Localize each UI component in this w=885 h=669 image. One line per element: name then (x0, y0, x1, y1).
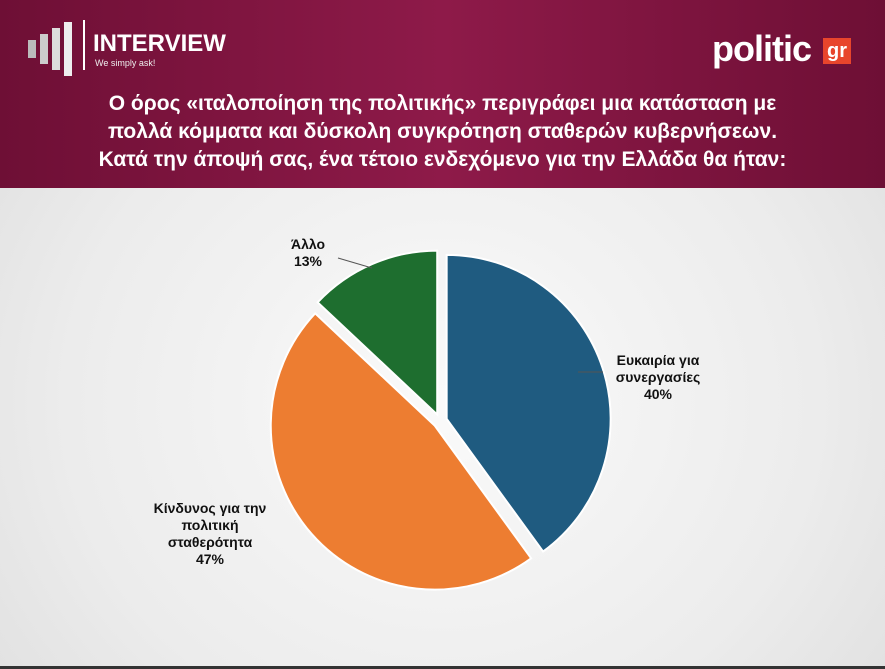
slice-label: Κίνδυνος για την πολιτική σταθερότητα (153, 500, 267, 550)
title-line: Ο όρος «ιταλοποίηση της πολιτικής» περιγ… (108, 92, 777, 115)
title-line: πολλά κόμματα και δύσκολη συγκρότηση στα… (107, 120, 778, 143)
pie-slice (445, 253, 612, 553)
slice-label: Ευκαιρία για συνεργασίες (615, 352, 701, 385)
slice-label: Άλλο (290, 236, 326, 252)
title-line: Κατά την άποψή σας, ένα τέτοιο ενδεχόμεν… (98, 148, 787, 171)
brand-badge: gr (823, 38, 851, 64)
pie-slice (269, 311, 533, 591)
header: INTERVIEW We simply ask! politic gr Ο όρ… (0, 0, 885, 188)
logo-icon (28, 22, 72, 76)
slice-value: 47% (195, 551, 225, 567)
slice-value: 40% (643, 386, 673, 402)
slice-value: 13% (293, 253, 323, 269)
brand-tagline: We simply ask! (95, 58, 156, 68)
leader-line (337, 257, 373, 269)
pie-slice (316, 249, 439, 417)
brand-right: politic (712, 28, 812, 69)
bottom-border (0, 666, 885, 669)
divider (83, 20, 85, 70)
brand-left: INTERVIEW (93, 30, 226, 57)
